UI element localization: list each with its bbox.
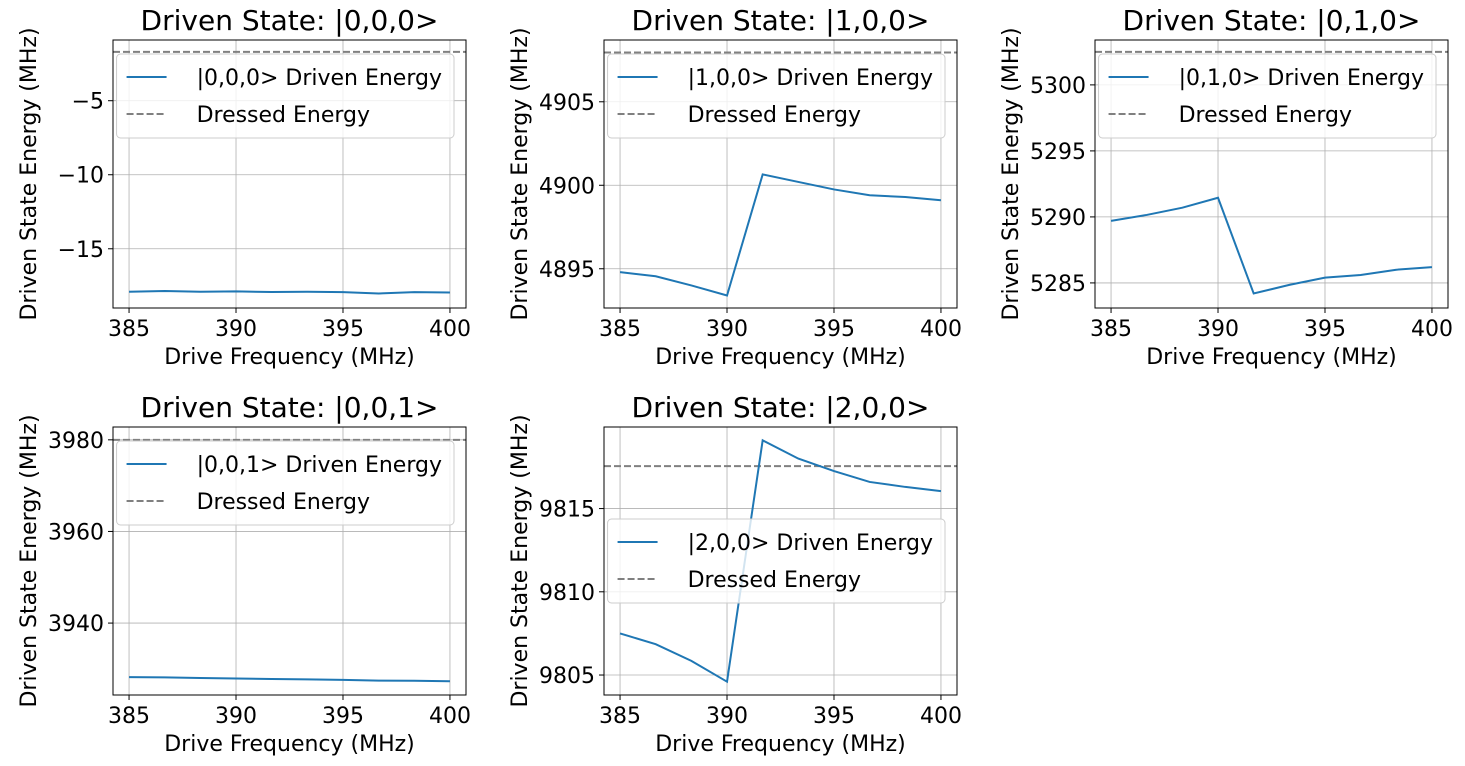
y-tick-label: −15 <box>58 238 104 263</box>
subplot-title: Driven State: |0,0,0> <box>141 4 439 37</box>
y-tick-label: 9815 <box>539 498 595 523</box>
legend-frame <box>607 53 946 139</box>
subplot-title: Driven State: |0,0,1> <box>141 391 439 424</box>
x-tick-label: 390 <box>215 704 257 729</box>
y-tick-label: −10 <box>58 164 104 189</box>
legend-label: Dressed Energy <box>197 490 370 515</box>
legend-frame <box>116 53 455 139</box>
x-axis-label: Drive Frequency (MHz) <box>164 732 415 757</box>
data-line <box>1110 196 1433 295</box>
y-tick-label: 3980 <box>48 429 104 454</box>
x-axis-label: Drive Frequency (MHz) <box>1146 345 1397 370</box>
y-axis-label: Driven State Energy (MHz) <box>17 414 42 707</box>
y-tick-label: 5285 <box>1030 272 1086 297</box>
subplot: 385 390 395 400 −15 −10 −5 Driven State: |0,0,0… <box>17 4 471 370</box>
subplot: 385 390 395 400 3940 3960 3980 Driven State: |0… <box>17 391 471 757</box>
y-tick-label: 4900 <box>539 174 595 199</box>
x-tick-label: 390 <box>215 317 257 342</box>
x-tick-label: 385 <box>599 317 641 342</box>
x-tick-label: 400 <box>429 704 471 729</box>
y-tick-label: 3960 <box>48 520 104 545</box>
x-tick-label: 395 <box>813 317 855 342</box>
x-tick-label: 395 <box>322 704 364 729</box>
legend-frame <box>607 518 946 604</box>
subplot-title: Driven State: |0,1,0> <box>1123 4 1421 37</box>
legend: |2,0,0> Driven Energy Dressed Energy <box>607 518 946 604</box>
x-tick-label: 390 <box>706 704 748 729</box>
y-axis-label: Driven State Energy (MHz) <box>508 414 533 707</box>
y-tick-label: 9805 <box>539 664 595 689</box>
legend-label: Dressed Energy <box>1179 103 1352 128</box>
data-line <box>619 173 942 297</box>
y-tick-label: 3940 <box>48 612 104 637</box>
y-tick-label: −5 <box>72 90 104 115</box>
axes-frame <box>603 39 958 309</box>
legend-label: |1,0,0> Driven Energy <box>688 66 933 91</box>
y-axis-label: Driven State Energy (MHz) <box>17 27 42 320</box>
legend-frame <box>1098 53 1437 139</box>
x-tick-label: 390 <box>706 317 748 342</box>
x-axis-label: Drive Frequency (MHz) <box>164 345 415 370</box>
subplot-title: Driven State: |2,0,0> <box>632 391 930 424</box>
x-tick-label: 400 <box>429 317 471 342</box>
legend-label: |0,1,0> Driven Energy <box>1179 66 1424 91</box>
y-tick-label: 5300 <box>1030 74 1086 99</box>
legend: |1,0,0> Driven Energy Dressed Energy <box>607 53 946 139</box>
x-tick-label: 385 <box>1090 317 1132 342</box>
data-line <box>619 438 942 684</box>
legend-label: |2,0,0> Driven Energy <box>688 531 933 556</box>
legend: |0,0,1> Driven Energy Dressed Energy <box>116 440 455 526</box>
x-tick-label: 385 <box>108 317 150 342</box>
axes-frame <box>603 426 958 696</box>
axes-frame <box>1094 39 1449 309</box>
y-tick-label: 5290 <box>1030 206 1086 231</box>
subplot: 385 390 395 400 4895 4900 4905 Driven State: |1… <box>508 4 962 370</box>
legend-label: |0,0,0> Driven Energy <box>197 66 442 91</box>
y-tick-label: 9810 <box>539 581 595 606</box>
legend-label: |0,0,1> Driven Energy <box>197 453 442 478</box>
x-tick-label: 395 <box>322 317 364 342</box>
legend: |0,0,0> Driven Energy Dressed Energy <box>116 53 455 139</box>
legend-label: Dressed Energy <box>688 568 861 593</box>
x-axis-label: Drive Frequency (MHz) <box>655 732 906 757</box>
y-tick-label: 4895 <box>539 258 595 283</box>
legend-frame <box>116 440 455 526</box>
x-axis-label: Drive Frequency (MHz) <box>655 345 906 370</box>
data-line <box>129 676 450 683</box>
y-tick-label: 5295 <box>1030 140 1086 165</box>
x-tick-label: 400 <box>1411 317 1453 342</box>
axes-frame <box>112 426 467 696</box>
legend: |0,1,0> Driven Energy Dressed Energy <box>1098 53 1437 139</box>
x-tick-label: 395 <box>813 704 855 729</box>
x-tick-label: 400 <box>920 704 962 729</box>
x-tick-label: 390 <box>1197 317 1239 342</box>
x-tick-label: 395 <box>1304 317 1346 342</box>
x-tick-label: 385 <box>108 704 150 729</box>
subplot: 385 390 395 400 9805 9810 9815 Driven State: |2… <box>508 391 962 757</box>
x-tick-label: 400 <box>920 317 962 342</box>
y-axis-label: Driven State Energy (MHz) <box>999 27 1024 320</box>
subplot-title: Driven State: |1,0,0> <box>632 4 930 37</box>
x-tick-label: 385 <box>599 704 641 729</box>
legend-label: Dressed Energy <box>688 103 861 128</box>
y-axis-label: Driven State Energy (MHz) <box>508 27 533 320</box>
y-tick-label: 4905 <box>539 91 595 116</box>
data-line <box>129 289 450 295</box>
legend-label: Dressed Energy <box>197 103 370 128</box>
axes-frame <box>112 39 467 309</box>
